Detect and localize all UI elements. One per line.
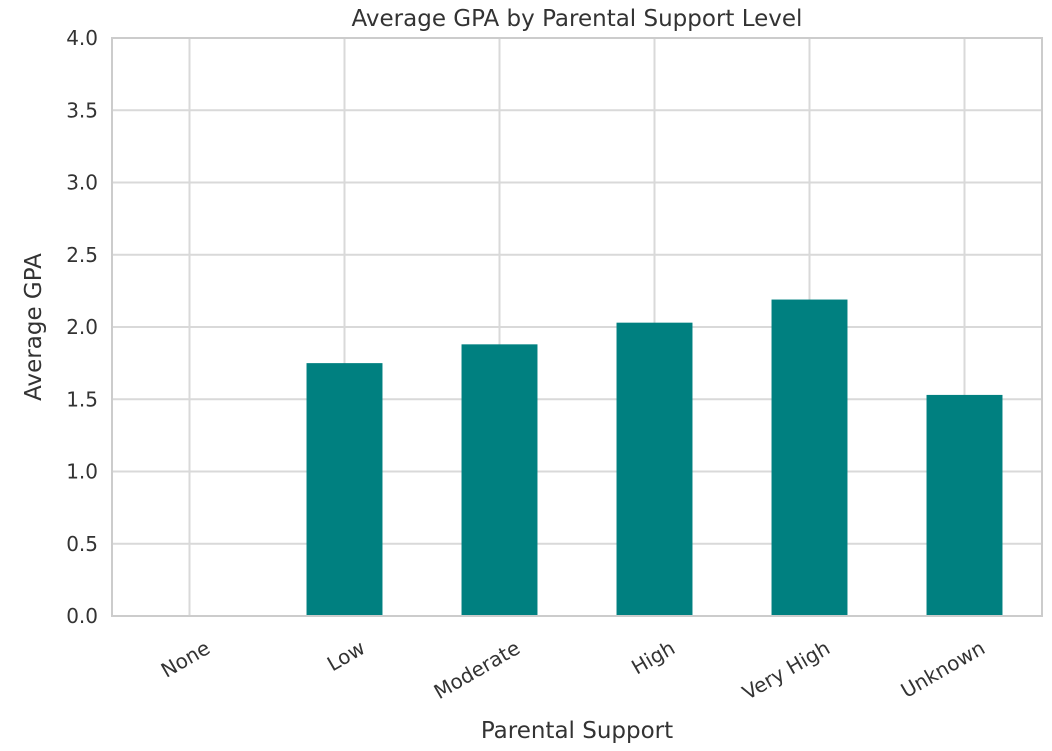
x-tick-label: Very High [738, 636, 834, 705]
x-tick-labels: None Low Moderate High Very High Unknown [157, 636, 989, 705]
y-tick-label: 4.0 [66, 26, 98, 50]
x-tick-label: Low [323, 636, 369, 676]
x-tick-label: None [157, 636, 214, 683]
grid-lines [112, 37, 1042, 617]
bar-high [616, 322, 693, 616]
y-axis-label: Average GPA [21, 253, 47, 401]
bar-low [306, 363, 383, 616]
y-tick-label: 3.5 [66, 98, 98, 122]
bar-unknown [926, 394, 1003, 616]
x-tick-label: Moderate [430, 636, 524, 704]
plot-frame [111, 37, 1043, 617]
bars [306, 299, 1003, 616]
bar-very-high [771, 299, 848, 616]
chart-title: Average GPA by Parental Support Level [352, 6, 803, 32]
x-tick-label: High [627, 636, 679, 680]
y-tick-label: 1.0 [66, 460, 98, 484]
y-tick-label: 1.5 [66, 387, 98, 411]
y-tick-label: 2.0 [66, 315, 98, 339]
x-tick-label: Unknown [897, 636, 989, 703]
x-axis-label: Parental Support [481, 718, 673, 744]
y-tick-label: 0.5 [66, 532, 98, 556]
bar-moderate [461, 344, 538, 616]
y-tick-label: 0.0 [66, 604, 98, 628]
y-tick-label: 2.5 [66, 243, 98, 267]
y-tick-label: 3.0 [66, 171, 98, 195]
y-tick-labels: 0.0 0.5 1.0 1.5 2.0 2.5 3.0 3.5 4.0 [66, 26, 98, 628]
